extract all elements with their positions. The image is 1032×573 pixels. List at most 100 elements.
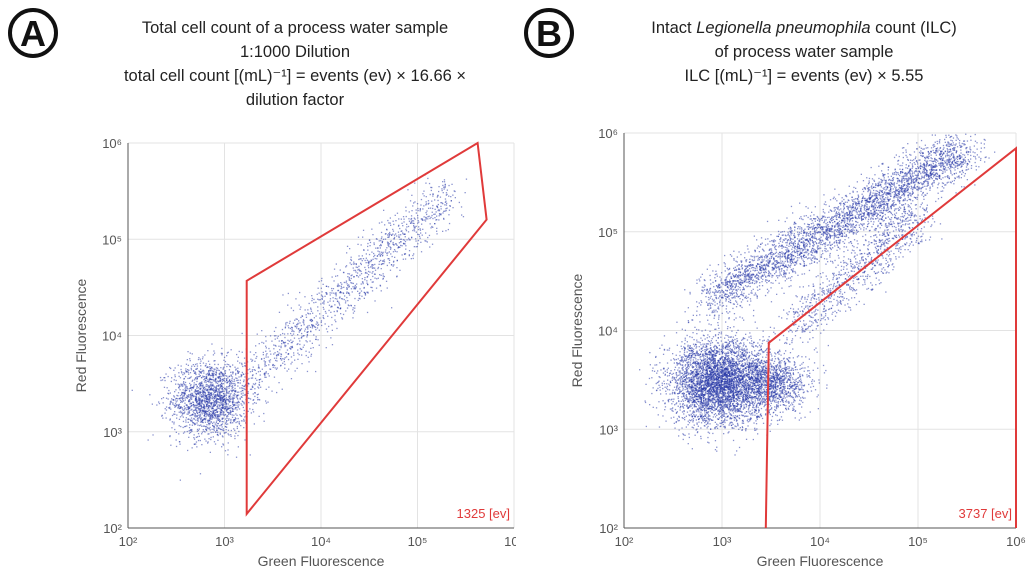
scatter-point [718,369,721,371]
scatter-point [317,306,319,308]
scatter-point [716,351,718,353]
scatter-point [213,428,215,430]
scatter-point [668,374,670,377]
scatter-point [379,274,381,276]
scatter-point [216,393,219,395]
scatter-point [222,398,225,401]
scatter-point [218,427,220,429]
scatter-point [312,312,314,314]
scatter-point [201,419,204,421]
scatter-point [212,388,215,390]
scatter-point [263,373,266,375]
scatter-point [237,417,239,420]
scatter-point [265,347,267,349]
scatter-point [194,404,196,406]
scatter-point [405,230,408,232]
scatter-point [392,251,395,253]
scatter-point [191,395,194,397]
scatter-point [289,347,291,349]
scatter-point [269,359,272,361]
scatter-point [701,417,703,420]
scatter-point [206,401,208,403]
scatter-point [710,365,713,367]
scatter-point [212,375,215,377]
scatter-point [731,330,733,332]
scatter-point [725,360,727,363]
scatter-point [237,385,239,387]
scatter-point [208,433,210,435]
scatter-point [436,196,438,198]
scatter-point [713,376,715,378]
scatter-point [692,427,695,429]
scatter-point [244,416,246,418]
scatter-point [188,407,190,409]
scatter-point [280,345,282,347]
scatter-point [189,382,191,385]
scatter-point [214,400,216,403]
scatter-point [300,316,302,319]
scatter-point [159,376,162,379]
scatter-point [721,353,723,355]
scatter-point [299,347,301,350]
scatter-point [200,384,202,387]
scatter-point [200,360,202,362]
scatter-point [445,230,447,232]
scatter-point [372,258,374,260]
scatter-point [331,276,333,278]
scatter-point [726,419,728,421]
scatter-point [688,393,691,396]
scatter-point [171,414,174,417]
scatter-point [167,398,169,400]
scatter-point [683,351,686,353]
scatter-point [219,410,221,413]
scatter-point [361,255,363,257]
scatter-point [234,391,236,393]
scatter-point [739,370,741,372]
scatter-point [365,271,367,274]
scatter-point [187,388,189,390]
scatter-point [174,374,176,376]
scatter-point [210,397,212,399]
scatter-point [701,353,704,355]
scatter-point [358,258,360,261]
scatter-point [201,425,203,427]
scatter-point [741,370,743,372]
scatter-point [443,181,446,183]
scatter-point [210,369,212,371]
scatter-point [736,419,738,421]
scatter-point [720,372,722,374]
scatter-point [451,183,453,185]
scatter-point [345,300,347,302]
scatter-point [216,382,219,384]
scatter-point [721,392,723,394]
scatter-point [282,358,284,360]
scatter-point [178,407,181,410]
scatter-point [731,360,733,363]
scatter-point [193,411,195,414]
scatter-point [252,374,254,376]
scatter-point [371,251,373,253]
scatter-point [345,266,347,268]
scatter-point [211,416,213,418]
scatter-point [705,373,707,375]
scatter-point [233,389,235,391]
scatter-point [689,352,691,355]
scatter-point [448,195,450,197]
scatter-point [315,301,317,303]
scatter-point [738,358,740,360]
scatter-point [748,364,750,366]
scatter-point [715,328,717,330]
scatter-point [223,366,225,368]
scatter-point [212,424,214,427]
scatter-point [733,409,735,411]
scatter-point [368,267,370,269]
scatter-point [453,190,455,192]
scatter-point [254,383,256,386]
scatter-point [752,381,754,383]
scatter-point [279,334,282,336]
scatter-point [749,412,751,415]
scatter-point [386,241,389,243]
scatter-point [194,390,196,392]
scatter-point [197,392,199,394]
scatter-point [232,364,234,366]
